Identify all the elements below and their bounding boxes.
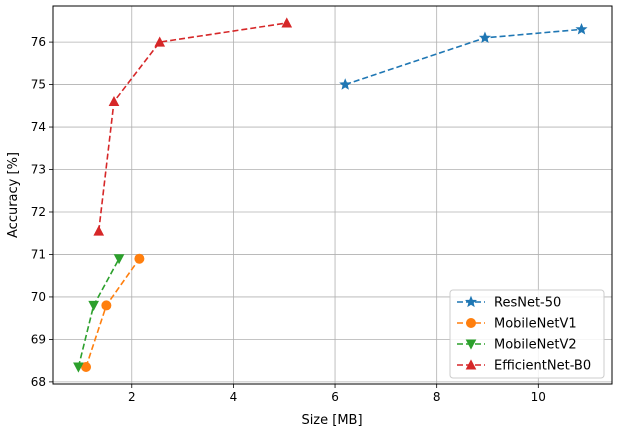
- legend-item: EfficientNet-B0: [457, 359, 591, 374]
- data-point: [93, 225, 105, 236]
- series-resnet-50: [339, 23, 588, 90]
- data-point: [339, 78, 352, 90]
- legend-box: [449, 289, 605, 379]
- data-point: [281, 17, 293, 28]
- legend-label: MobileNetV1: [494, 317, 577, 332]
- legend-marker: [465, 339, 477, 350]
- legend-marker: [466, 318, 476, 328]
- legend-item: MobileNetV1: [457, 317, 577, 332]
- data-point: [575, 23, 588, 35]
- y-tick-label: 72: [31, 205, 46, 219]
- x-tick-label: 2: [128, 390, 136, 404]
- y-tick-label: 74: [31, 120, 46, 134]
- legend-marker: [464, 295, 478, 308]
- x-tick-label: 4: [230, 390, 238, 404]
- series-layer: [73, 17, 588, 373]
- x-tick-label: 8: [433, 390, 441, 404]
- x-axis-label: Size [MB]: [301, 413, 362, 428]
- data-point: [108, 95, 120, 107]
- data-point: [73, 362, 84, 373]
- data-point: [134, 253, 145, 264]
- series-mobilenetv1: [81, 253, 145, 373]
- x-tick-label: 10: [531, 390, 546, 404]
- data-point: [88, 300, 99, 311]
- legend-marker: [465, 359, 477, 370]
- y-tick-label: 73: [31, 163, 46, 177]
- legend: ResNet-50 MobileNetV1 MobileNetV2 Efficient…: [449, 289, 605, 379]
- series-efficientnet-b0: [93, 17, 293, 236]
- data-point: [478, 31, 491, 43]
- data-point: [81, 362, 92, 373]
- y-tick-label: 69: [31, 332, 46, 346]
- legend-item: MobileNetV2: [457, 338, 577, 353]
- series-line: [97, 22, 287, 232]
- x-tick-label: 6: [331, 390, 339, 404]
- data-point: [101, 300, 112, 311]
- grid: [53, 6, 612, 384]
- legend-label: EfficientNet-B0: [494, 359, 591, 374]
- y-tick-label: 68: [31, 375, 46, 389]
- legend-item: ResNet-50: [457, 296, 561, 311]
- data-point: [113, 254, 125, 265]
- y-tick-label: 70: [31, 290, 46, 304]
- y-tick-label: 76: [31, 35, 46, 49]
- y-tick-label: 75: [31, 78, 46, 92]
- series-mobilenetv2: [73, 254, 125, 373]
- plot-frame: [52, 5, 613, 385]
- legend-label: MobileNetV2: [494, 338, 577, 353]
- legend-label: ResNet-50: [494, 296, 561, 311]
- data-point: [154, 36, 166, 47]
- y-axis-label: Accuracy [%]: [6, 152, 21, 238]
- y-tick-label: 71: [31, 247, 46, 261]
